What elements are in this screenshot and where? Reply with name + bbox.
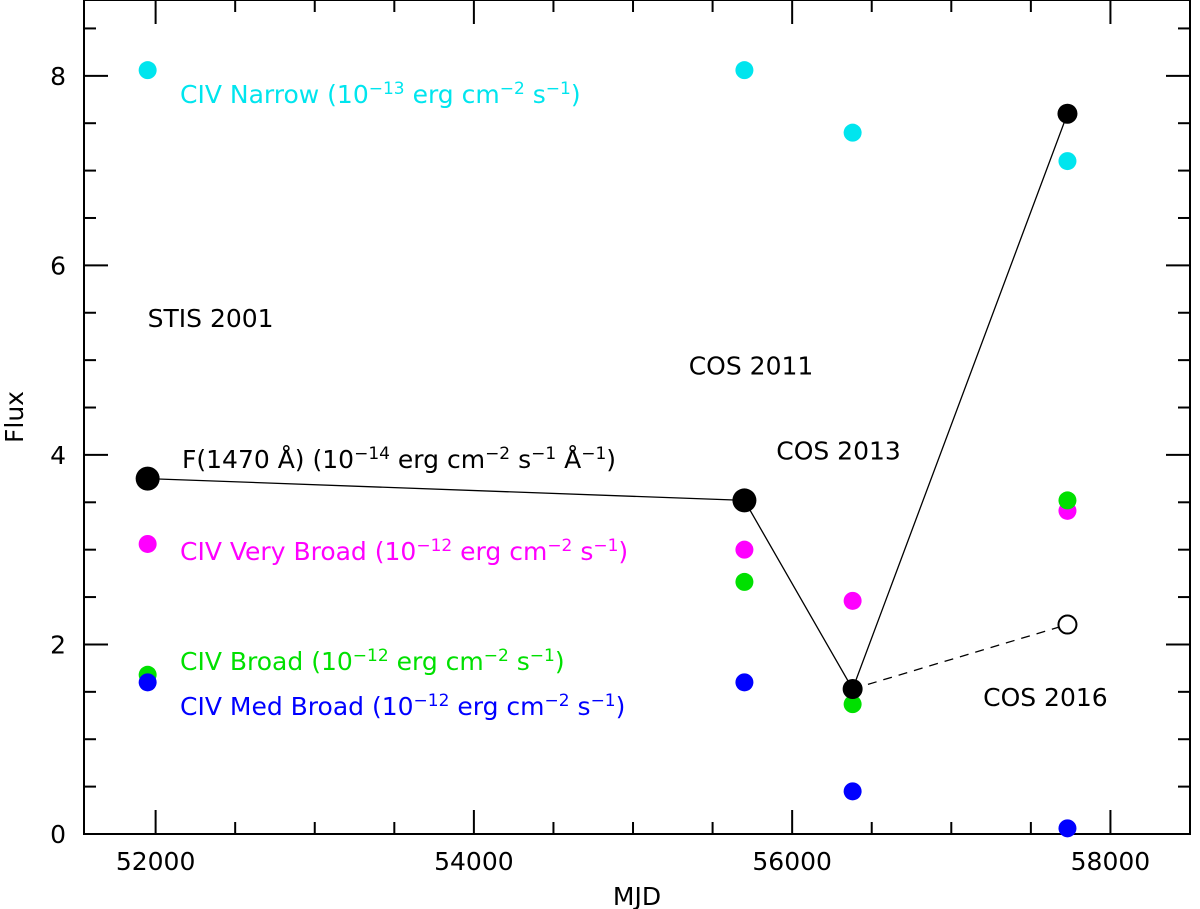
label-superscript: −2 (484, 646, 509, 666)
label-text: erg cm (452, 537, 547, 566)
label-text: ) (618, 537, 628, 566)
label-text: 10 (385, 537, 417, 566)
label-text: F(1470 Å) ( (182, 445, 322, 474)
label-text: s (509, 647, 530, 676)
data-point (138, 673, 157, 692)
data-point (842, 678, 863, 699)
x-tick-label: 56000 (752, 847, 832, 876)
annotation-label: COS 2013 (776, 437, 901, 466)
label-text: 10 (382, 692, 414, 721)
y-tick-label: 4 (50, 441, 66, 470)
label-text: Å (556, 445, 581, 474)
label-superscript: −12 (416, 536, 452, 556)
series-label: CIV Very Broad (10−12 erg cm−2 s−1) (180, 536, 628, 566)
x-tick-label: 52000 (116, 847, 196, 876)
label-superscript: −1 (531, 444, 556, 464)
label-superscript: −1 (546, 79, 571, 99)
axis-ticks (84, 0, 1191, 835)
label-text: ) (606, 445, 616, 474)
data-point (1058, 491, 1077, 510)
y-tick-label: 0 (50, 820, 66, 849)
label-text: ) (571, 80, 581, 109)
data-point (735, 540, 754, 559)
axis-tick-labels: 52000 54000 56000 58000 0 2 4 6 8 (50, 62, 1150, 876)
plot-frame (83, 0, 1191, 835)
annotation-label: COS 2016 (983, 683, 1108, 712)
label-superscript: −12 (414, 691, 450, 711)
series-lines (147, 113, 1069, 691)
y-tick-label: 2 (50, 630, 66, 659)
series-label: CIV Med Broad (10−12 erg cm−2 s−1) (180, 691, 625, 721)
label-text: s (570, 692, 591, 721)
label-superscript: −1 (530, 646, 555, 666)
data-point (135, 466, 160, 491)
data-point (735, 572, 754, 591)
label-text: 10 (337, 80, 369, 109)
y-axis-title: Flux (0, 391, 29, 443)
label-text: s (525, 80, 546, 109)
data-points (135, 61, 1078, 838)
data-point (735, 61, 754, 80)
label-text: erg cm (390, 445, 485, 474)
data-point (1057, 103, 1078, 124)
flux-1470-dashed-line (852, 623, 1068, 690)
data-point (1058, 819, 1077, 838)
label-superscript: −12 (353, 646, 389, 666)
annotation-label: COS 2011 (689, 351, 814, 380)
annotation-label: STIS 2001 (148, 304, 274, 333)
data-point (138, 61, 157, 80)
label-superscript: −1 (591, 691, 616, 711)
data-point (843, 591, 862, 610)
label-superscript: −2 (485, 444, 510, 464)
data-point (843, 782, 862, 801)
label-text: ) (616, 692, 626, 721)
label-text: CIV Med Broad ( (180, 692, 382, 721)
label-superscript: −14 (354, 444, 390, 464)
flux-1470-line (147, 113, 1069, 691)
label-text: s (572, 537, 593, 566)
data-point (735, 673, 754, 692)
flux-1470-alt-point (1057, 614, 1078, 635)
label-text: 10 (321, 647, 353, 676)
label-superscript: −1 (593, 536, 618, 556)
label-superscript: −1 (581, 444, 606, 464)
label-text: erg cm (405, 80, 500, 109)
label-text: erg cm (449, 692, 544, 721)
y-tick-label: 6 (50, 251, 66, 280)
label-text: 10 (322, 445, 354, 474)
data-point (732, 488, 757, 513)
label-superscript: −2 (547, 536, 572, 556)
label-superscript: −2 (500, 79, 525, 99)
label-text: s (510, 445, 531, 474)
label-text: CIV Broad ( (180, 647, 321, 676)
series-label: CIV Broad (10−12 erg cm−2 s−1) (180, 646, 565, 676)
label-text: ) (555, 647, 565, 676)
label-superscript: −2 (545, 691, 570, 711)
x-tick-label: 54000 (434, 847, 514, 876)
x-tick-label: 58000 (1071, 847, 1151, 876)
data-point (1058, 152, 1077, 171)
series-labels: CIV Narrow (10−13 erg cm−2 s−1)CIV Very … (180, 79, 628, 721)
label-text: CIV Narrow ( (180, 80, 337, 109)
data-point (843, 695, 862, 714)
data-point (843, 123, 862, 142)
series-label: CIV Narrow (10−13 erg cm−2 s−1) (180, 79, 581, 109)
data-point (138, 534, 157, 553)
annotations: STIS 2001 COS 2011 COS 2013 COS 2016 (148, 304, 1108, 712)
label-text: erg cm (389, 647, 484, 676)
series-label: F(1470 Å) (10−14 erg cm−2 s−1 Å−1) (182, 444, 616, 474)
label-text: CIV Very Broad ( (180, 537, 385, 566)
label-superscript: −13 (369, 79, 405, 99)
x-axis-title: MJD (613, 882, 661, 909)
y-tick-label: 8 (50, 62, 66, 91)
